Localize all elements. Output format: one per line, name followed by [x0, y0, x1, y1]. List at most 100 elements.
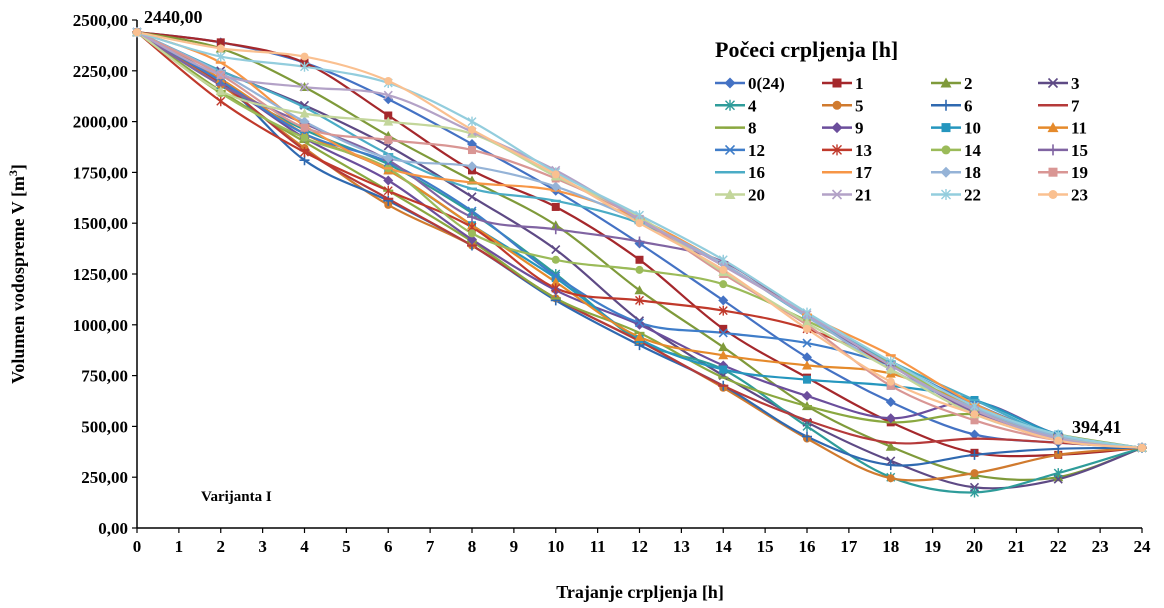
- series-marker: [724, 189, 736, 199]
- series-marker: [719, 280, 728, 289]
- x-tick-label: 17: [840, 537, 858, 556]
- series-marker: [802, 431, 812, 442]
- series-marker: [634, 319, 645, 330]
- series-marker: [1047, 77, 1059, 89]
- series-marker: [940, 77, 952, 88]
- series-marker: [885, 364, 896, 374]
- y-tick-label: 1000,00: [73, 316, 128, 335]
- y-axis-title-sup: 3: [6, 170, 20, 176]
- legend-label: 8: [748, 119, 757, 138]
- series-marker: [300, 133, 309, 142]
- legend-item: 15: [1038, 141, 1088, 160]
- legend-title: Počeci crpljenja [h]: [715, 37, 898, 62]
- series-marker: [1053, 468, 1063, 479]
- series-marker: [551, 283, 561, 294]
- series-marker: [970, 469, 979, 478]
- x-tick-label: 3: [258, 537, 267, 556]
- x-tick-label: 21: [1008, 537, 1025, 556]
- legend-label: 20: [748, 186, 765, 205]
- legend-label: 0(24): [748, 74, 785, 93]
- legend-item: 9: [822, 119, 864, 138]
- series-marker: [885, 441, 896, 451]
- legend-item: 17: [822, 163, 873, 182]
- series-marker: [383, 116, 394, 126]
- series-marker: [550, 224, 561, 235]
- series-marker: [384, 76, 393, 85]
- series-marker: [718, 328, 728, 338]
- series-marker: [383, 195, 394, 206]
- legend-item: 21: [822, 186, 872, 205]
- series-marker: [719, 324, 728, 333]
- legend-label: 23: [1071, 186, 1088, 205]
- series-marker: [550, 295, 561, 306]
- series-marker: [383, 175, 394, 186]
- series-marker: [1048, 190, 1058, 199]
- series-marker: [551, 202, 560, 211]
- series-marker: [467, 192, 477, 202]
- legend-item: 6: [931, 96, 973, 115]
- series-marker: [551, 271, 561, 281]
- x-tick-label: 12: [631, 537, 648, 556]
- series-marker: [1047, 144, 1059, 156]
- series-marker: [940, 99, 952, 111]
- y-ticks: 0,00 250,00 500,00 750,00 1000,00 1250,00 1500…: [73, 11, 137, 538]
- y-tick-label: 0,00: [98, 519, 128, 538]
- legend-item: 7: [1038, 96, 1080, 115]
- series-marker: [468, 229, 476, 238]
- y-tick-label: 500,00: [81, 417, 128, 436]
- legend-label: 22: [964, 186, 981, 205]
- series-marker: [467, 212, 477, 223]
- series-marker: [886, 381, 895, 390]
- series-marker: [551, 255, 560, 264]
- x-tick-label: 2: [217, 537, 226, 556]
- series-marker: [724, 144, 736, 155]
- series-marker: [803, 324, 811, 333]
- series-marker: [635, 210, 644, 221]
- x-axis-title: Trajanje crpljenja [h]: [556, 582, 724, 602]
- series-marker: [216, 70, 226, 80]
- series-marker: [550, 277, 561, 287]
- series-marker: [216, 96, 226, 107]
- legend-label: 18: [964, 163, 981, 182]
- series-marker: [551, 245, 561, 255]
- series-marker: [941, 189, 951, 200]
- series-marker: [383, 90, 393, 100]
- x-tick-label: 22: [1050, 537, 1067, 556]
- series-marker: [970, 487, 979, 498]
- series-marker: [886, 356, 896, 367]
- series-marker: [719, 265, 728, 274]
- legend-label: 15: [1071, 141, 1088, 160]
- series-marker: [886, 474, 895, 483]
- series-marker: [885, 397, 896, 408]
- legend-label: 7: [1071, 96, 1080, 115]
- series-marker: [634, 318, 645, 328]
- series-marker: [886, 377, 895, 386]
- series-marker: [216, 38, 225, 47]
- series-marker: [467, 234, 477, 245]
- legend-item: 23: [1038, 186, 1088, 205]
- legend-item: 3: [1038, 74, 1080, 93]
- legend-label: 19: [1071, 163, 1088, 182]
- series-marker: [802, 352, 812, 363]
- x-tick-label: 6: [384, 537, 393, 556]
- y-tick-label: 750,00: [81, 367, 128, 386]
- series-marker: [802, 421, 812, 432]
- y-tick-label: 2000,00: [73, 113, 128, 132]
- series-marker: [299, 82, 310, 92]
- y-axis-title: Volumen vodospreme V [m3]: [6, 164, 28, 384]
- series-marker: [940, 166, 952, 178]
- series-marker: [832, 144, 842, 156]
- variant-label: Varijanta I: [201, 489, 272, 505]
- y-tick-label: 1500,00: [73, 214, 128, 233]
- legend: Počeci crpljenja [h] 0(24) 1 2 34 5 6 78 9 10 111…: [715, 37, 1088, 205]
- end-value-label: 394,41: [1072, 417, 1122, 437]
- x-tick-label: 1: [175, 537, 184, 556]
- x-tick-label: 5: [342, 537, 351, 556]
- x-tick-label: 15: [757, 537, 774, 556]
- series-marker: [634, 236, 645, 247]
- series-marker: [941, 123, 951, 133]
- series-marker: [468, 146, 476, 155]
- series-marker: [885, 413, 896, 424]
- legend-item: 13: [822, 141, 872, 160]
- series-marker: [970, 410, 979, 419]
